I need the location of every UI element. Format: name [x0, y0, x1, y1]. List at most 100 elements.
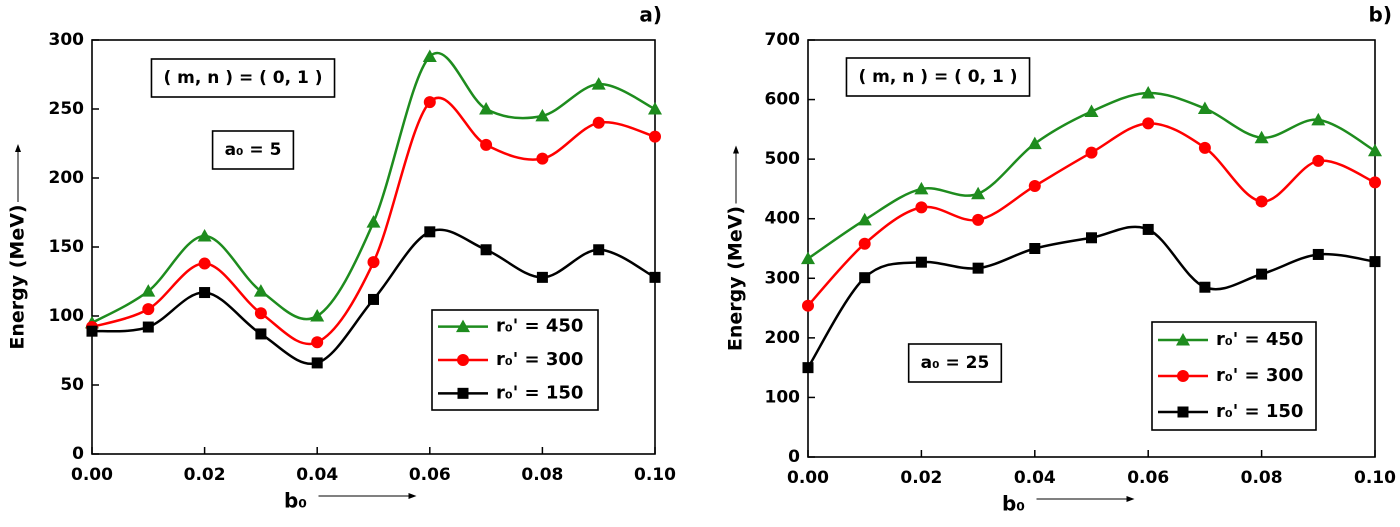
marker	[86, 325, 98, 337]
x-tick-label: 0.00	[787, 468, 829, 488]
marker	[1369, 256, 1381, 268]
marker	[422, 49, 437, 63]
marker	[802, 362, 814, 374]
marker	[1254, 130, 1269, 144]
marker	[801, 251, 815, 265]
marker	[536, 152, 549, 165]
marker	[1142, 117, 1155, 130]
marker	[1311, 112, 1326, 126]
marker	[310, 309, 325, 322]
marker	[423, 96, 436, 109]
marker	[857, 212, 872, 226]
panel-label: b)	[1369, 3, 1392, 27]
legend-marker	[457, 387, 469, 399]
marker	[141, 284, 156, 297]
marker	[593, 244, 605, 256]
marker	[1198, 141, 1211, 154]
x-tick-label: 0.02	[900, 468, 942, 488]
legend-label: r₀' = 300	[496, 349, 583, 370]
x-axis-label: b₀	[1002, 492, 1025, 516]
legend-label: r₀' = 450	[1216, 329, 1303, 350]
x-tick-label: 0.02	[184, 465, 226, 485]
legend-marker	[457, 354, 469, 366]
x-tick-label: 0.04	[1014, 468, 1056, 488]
marker	[1368, 143, 1382, 157]
y-tick-label: 100	[49, 306, 85, 326]
marker	[1197, 101, 1212, 115]
annotation-box	[907, 343, 1003, 383]
marker	[254, 307, 267, 320]
marker	[479, 102, 494, 115]
marker	[480, 138, 493, 151]
annotation: a₀ = 25	[921, 353, 990, 373]
legend-marker	[456, 319, 470, 333]
marker	[1029, 243, 1041, 254]
marker	[1141, 86, 1156, 99]
legend-marker	[1177, 370, 1189, 382]
marker	[1256, 268, 1268, 280]
marker	[914, 181, 929, 195]
annotation: ( m, n ) = ( 0, 1 )	[163, 68, 322, 88]
x-tick-label: 0.10	[634, 465, 676, 485]
y-tick-label: 0	[788, 447, 800, 467]
x-tick-label: 0.08	[1241, 468, 1283, 488]
y-tick-label: 400	[765, 209, 801, 229]
y-tick-label: 300	[765, 268, 801, 288]
marker	[915, 256, 927, 268]
marker	[253, 284, 268, 297]
legend-label: r₀' = 300	[1216, 365, 1303, 386]
annotation-box	[211, 130, 295, 170]
marker	[255, 328, 267, 340]
marker	[1312, 154, 1325, 167]
marker	[1027, 136, 1042, 150]
x-tick-label: 0.04	[296, 465, 338, 485]
y-axis-label: Energy (MeV)	[7, 204, 29, 349]
y-tick-label: 500	[765, 149, 801, 169]
legend-marker	[1176, 333, 1190, 346]
marker	[649, 130, 661, 143]
x-tick-label: 0.10	[1354, 468, 1396, 488]
y-tick-label: 50	[60, 375, 84, 395]
marker	[1255, 195, 1268, 208]
marker	[311, 336, 324, 349]
marker	[1028, 179, 1041, 192]
marker	[367, 256, 380, 269]
marker	[802, 299, 814, 312]
marker	[971, 186, 986, 200]
marker	[1199, 281, 1211, 293]
y-tick-label: 100	[765, 387, 801, 407]
legend-box	[1151, 321, 1317, 431]
marker	[199, 287, 211, 299]
marker	[536, 271, 548, 283]
marker	[1369, 176, 1381, 189]
marker	[197, 228, 212, 242]
y-tick-label: 700	[765, 30, 801, 50]
marker	[592, 116, 605, 129]
legend-marker	[1177, 406, 1189, 418]
legend-label: r₀' = 150	[496, 382, 583, 403]
legend-box	[431, 309, 599, 411]
y-axis-label: Energy (MeV)	[725, 206, 747, 351]
x-tick-label: 0.00	[71, 465, 113, 485]
marker	[1085, 146, 1098, 159]
x-axis-label: b₀	[284, 489, 307, 513]
marker	[858, 237, 871, 250]
marker	[366, 215, 381, 228]
plot-frame	[807, 39, 1376, 458]
annotation: a₀ = 5	[225, 140, 282, 160]
x-tick-label: 0.06	[409, 465, 451, 485]
marker	[198, 257, 211, 270]
legend-label: r₀' = 150	[1216, 401, 1303, 422]
x-tick-label: 0.08	[521, 465, 563, 485]
panel-label: a)	[639, 3, 662, 27]
marker	[915, 201, 928, 214]
marker	[591, 77, 606, 90]
marker	[972, 213, 985, 226]
y-tick-label: 200	[49, 168, 85, 188]
marker	[480, 244, 492, 256]
marker	[311, 357, 323, 369]
annotation-box	[150, 58, 336, 98]
marker	[972, 262, 984, 274]
marker	[424, 226, 436, 238]
